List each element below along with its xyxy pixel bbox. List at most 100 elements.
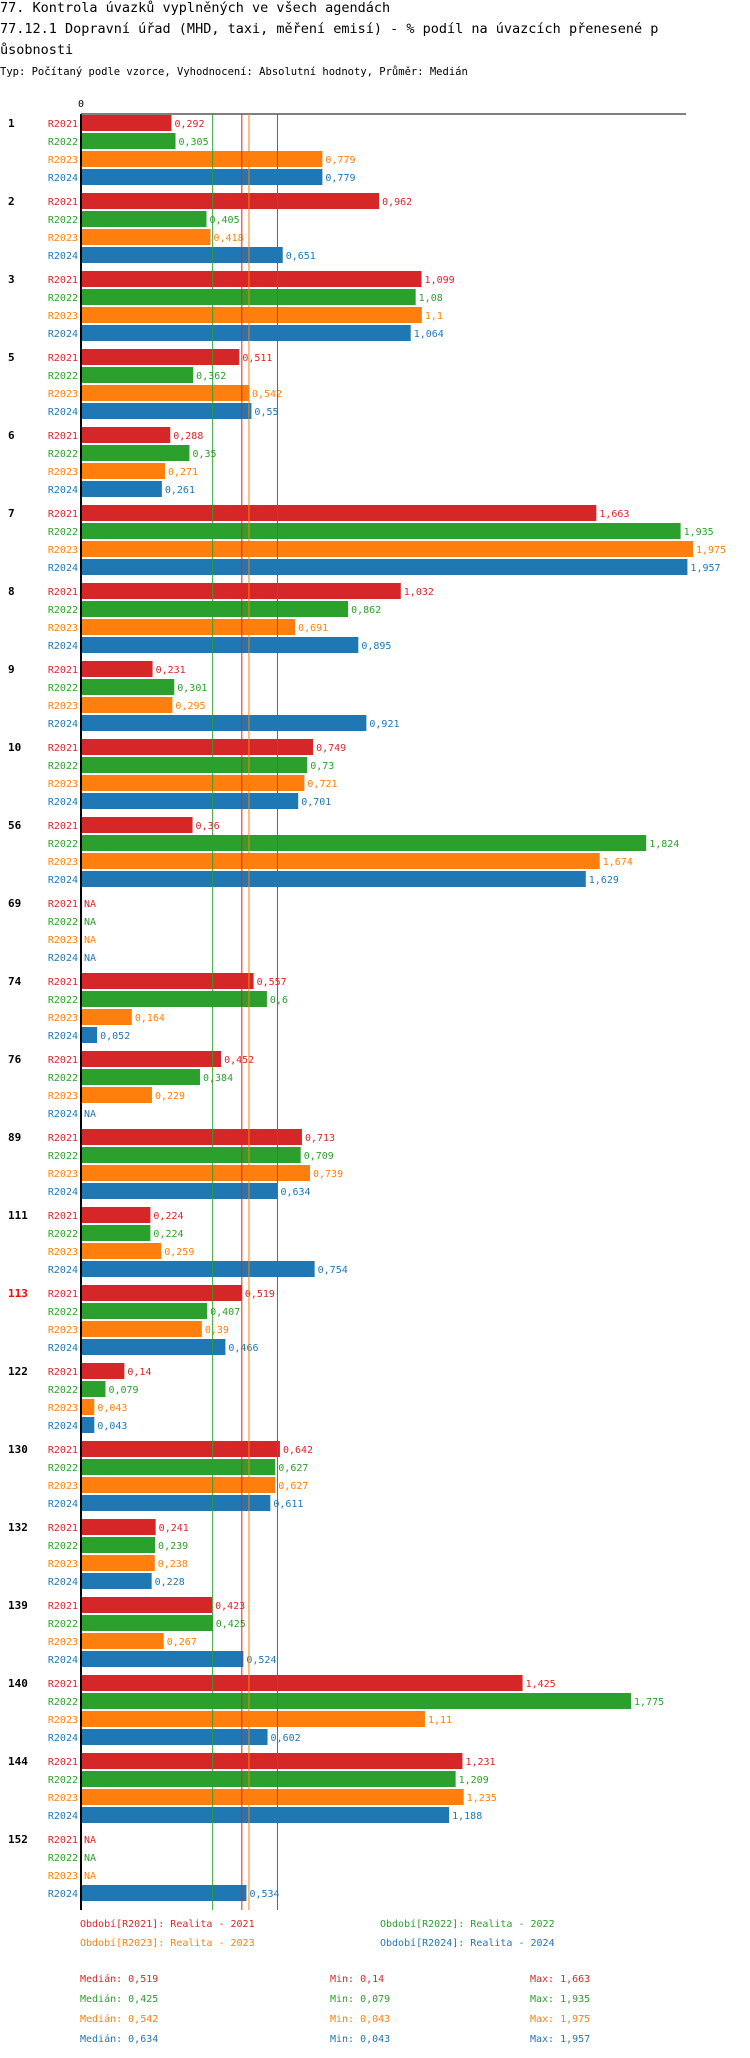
bar-value-label: 0,259	[164, 1247, 194, 1258]
series-label: R2024	[48, 563, 78, 574]
group-label: 69	[8, 897, 21, 910]
stat-min: Min: 0,043	[330, 2034, 390, 2045]
bar	[81, 1069, 200, 1085]
series-label: R2022	[48, 683, 78, 694]
bar-value-label: 0,779	[325, 155, 355, 166]
bar	[81, 619, 296, 635]
bar	[81, 739, 314, 755]
bar-value-label: 1,935	[684, 527, 714, 538]
bar-value-label: 0,238	[158, 1559, 188, 1570]
bar-value-label: 1,674	[603, 857, 633, 868]
bar	[81, 1129, 302, 1145]
stat-max: Max: 1,663	[530, 1974, 590, 1985]
series-label: R2023	[48, 1715, 78, 1726]
bar	[81, 247, 283, 263]
bar	[81, 1729, 268, 1745]
series-label: R2022	[48, 995, 78, 1006]
bar-value-label: 0,229	[155, 1091, 185, 1102]
bar-value-label: 0,423	[215, 1601, 245, 1612]
bar-value-label: 0,224	[153, 1211, 183, 1222]
bar	[81, 1441, 280, 1457]
bar-value-label: 1,1	[425, 311, 443, 322]
stat-min: Min: 0,079	[330, 1994, 390, 2005]
series-label: R2024	[48, 1733, 78, 1744]
series-label: R2024	[48, 251, 78, 262]
bar-value-label: 0,228	[155, 1577, 185, 1588]
bar	[81, 1675, 523, 1691]
bar	[81, 445, 190, 461]
series-label: R2022	[48, 293, 78, 304]
series-label: R2024	[48, 329, 78, 340]
bar	[81, 1261, 315, 1277]
bar-value-label: 1,209	[459, 1775, 489, 1786]
group-label: 130	[8, 1443, 28, 1456]
bar-value-label: 0,261	[165, 485, 195, 496]
bar	[81, 1321, 202, 1337]
bar-value-label: NA	[84, 1835, 96, 1846]
bar	[81, 169, 323, 185]
series-label: R2021	[48, 977, 78, 988]
bar-value-label: 1,08	[419, 293, 443, 304]
series-label: R2024	[48, 1889, 78, 1900]
bar-value-label: 1,775	[634, 1697, 664, 1708]
series-label: R2022	[48, 1619, 78, 1630]
series-label: R2024	[48, 1655, 78, 1666]
series-label: R2022	[48, 917, 78, 928]
bar-value-label: 0,295	[175, 701, 205, 712]
bar-value-label: 0,405	[209, 215, 239, 226]
stat-max: Max: 1,975	[530, 2014, 590, 2025]
bar-value-label: 0,079	[108, 1385, 138, 1396]
bar-value-label: 0,651	[286, 251, 316, 262]
bar-value-label: 0,73	[310, 761, 334, 772]
bar-value-label: 0,524	[246, 1655, 276, 1666]
stat-median: Medián: 0,634	[80, 2033, 158, 2045]
bar	[81, 349, 240, 365]
series-label: R2022	[48, 1775, 78, 1786]
bar	[81, 1537, 156, 1553]
bar-value-label: 0,425	[216, 1619, 246, 1630]
bar-value-label: 0,557	[257, 977, 287, 988]
bar-value-label: 0,288	[173, 431, 203, 442]
bar-value-label: 0,627	[278, 1463, 308, 1474]
group-label: 111	[8, 1209, 28, 1222]
series-label: R2023	[48, 1091, 78, 1102]
bar	[81, 289, 416, 305]
bar	[81, 1495, 271, 1511]
series-label: R2023	[48, 1481, 78, 1492]
series-label: R2021	[48, 665, 78, 676]
group-label: 132	[8, 1521, 28, 1534]
bar-value-label: 1,032	[404, 587, 434, 598]
bar	[81, 853, 600, 869]
bar-value-label: 0,55	[254, 407, 278, 418]
bar	[81, 559, 688, 575]
bar	[81, 367, 194, 383]
bar	[81, 523, 681, 539]
bar	[81, 229, 211, 245]
series-label: R2023	[48, 623, 78, 634]
bar-value-label: 0,418	[214, 233, 244, 244]
bar	[81, 1225, 151, 1241]
bar-value-label: 0,292	[174, 119, 204, 130]
bar	[81, 1165, 310, 1181]
series-label: R2024	[48, 953, 78, 964]
bar-value-label: 0,043	[97, 1403, 127, 1414]
bar	[81, 1789, 464, 1805]
group-label: 113	[8, 1287, 28, 1300]
group-label: 74	[8, 975, 22, 988]
bar-value-label: 0,602	[271, 1733, 301, 1744]
series-label: R2023	[48, 311, 78, 322]
bar	[81, 1087, 152, 1103]
bar	[81, 1303, 208, 1319]
stat-max: Max: 1,935	[530, 1994, 590, 2005]
series-label: R2022	[48, 1463, 78, 1474]
bar	[81, 1009, 132, 1025]
bar	[81, 1417, 95, 1433]
bar	[81, 1399, 95, 1415]
series-label: R2022	[48, 761, 78, 772]
bar	[81, 1147, 301, 1163]
bar	[81, 637, 359, 653]
bar	[81, 1183, 278, 1199]
series-label: R2021	[48, 275, 78, 286]
stat-max: Max: 1,957	[530, 2034, 590, 2045]
series-label: R2022	[48, 527, 78, 538]
